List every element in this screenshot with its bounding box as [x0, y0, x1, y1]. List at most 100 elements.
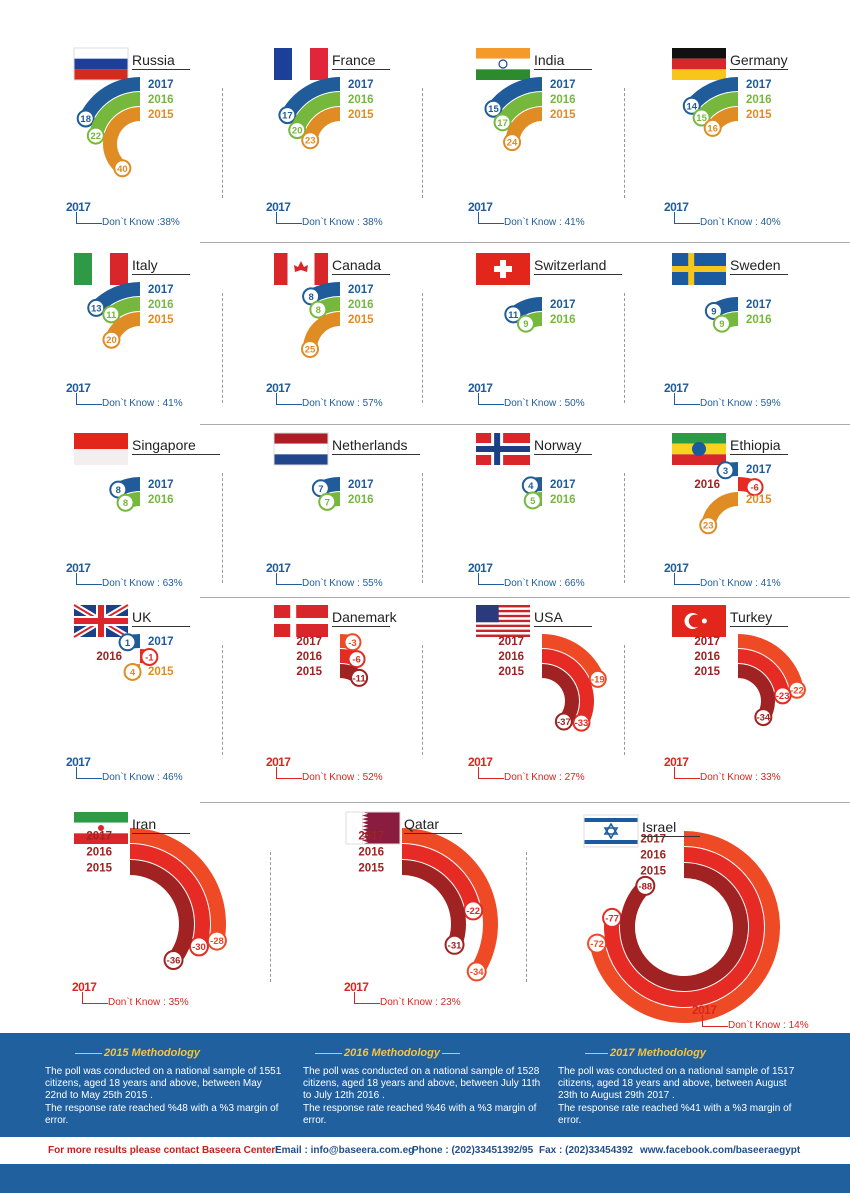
year-label-2017: 2017 — [550, 299, 576, 311]
row-separator — [200, 424, 850, 425]
flag-india — [476, 48, 530, 80]
dont-know-label: Don`t Know : 27% — [504, 772, 585, 783]
row-separator — [200, 597, 850, 598]
value-label: 4 — [528, 481, 534, 492]
country-name-underline — [132, 274, 190, 275]
country-name-underline — [132, 833, 190, 834]
column-separator — [624, 293, 625, 403]
contact-website[interactable]: www.facebook.com/baseeraegypt — [640, 1145, 801, 1156]
value-badge — [635, 875, 656, 896]
value-label: 20 — [292, 126, 303, 137]
methodology-2015-rate: The response rate reached %48 with a %3 … — [45, 1103, 279, 1126]
dont-know-year: 2017 — [664, 561, 689, 575]
dont-know-year: 2017 — [266, 200, 291, 214]
value-label: -31 — [448, 940, 462, 951]
flag-israel — [583, 814, 639, 848]
contact-bar: For more results please contact Baseera … — [0, 1137, 850, 1164]
year-label-2015: 2015 — [296, 666, 322, 678]
year-label-2016: 2016 — [96, 651, 122, 663]
year-label-2016: 2016 — [348, 94, 374, 106]
value-badge — [466, 961, 487, 982]
country-name-uk: UK — [132, 609, 152, 625]
dont-know-connector — [674, 212, 700, 224]
value-badge — [699, 516, 718, 535]
dont-know-connector — [702, 1015, 728, 1027]
country-name-russia: Russia — [132, 52, 175, 68]
bar-russia-2017 — [79, 77, 140, 122]
dont-know-connector — [478, 212, 504, 224]
year-label-2017: 2017 — [86, 831, 112, 843]
dont-know-connector — [76, 212, 102, 224]
dont-know-year: 2017 — [664, 200, 689, 214]
country-name-germany: Germany — [730, 52, 788, 68]
value-badge — [523, 491, 542, 510]
value-label: -23 — [776, 691, 790, 702]
dont-know-connector — [76, 393, 102, 405]
dont-know-connector — [276, 573, 302, 585]
value-label: -34 — [470, 967, 484, 978]
year-label-2017: 2017 — [148, 636, 174, 648]
column-separator — [422, 473, 423, 583]
value-badge — [86, 126, 105, 145]
country-name-ethiopia: Ethiopia — [730, 437, 781, 453]
country-name-underline — [730, 454, 788, 455]
value-label: 17 — [497, 118, 508, 129]
bar-turkey-2017 — [738, 634, 804, 692]
dont-know-connector — [478, 393, 504, 405]
dont-know-year: 2017 — [468, 755, 493, 769]
value-badge — [123, 662, 142, 681]
value-badge — [504, 305, 523, 324]
value-badge — [682, 96, 701, 115]
value-label: 8 — [308, 292, 313, 303]
value-badge — [716, 461, 735, 480]
flag-canada — [274, 253, 328, 285]
value-label: 4 — [130, 667, 136, 678]
year-label-2017: 2017 — [550, 479, 576, 491]
value-badge — [118, 633, 137, 652]
methodology-2017-title: 2017 Methodology — [608, 1047, 708, 1059]
year-label-2015: 2015 — [746, 109, 772, 121]
dont-know-label: Don`t Know : 14% — [728, 1020, 809, 1031]
dont-know-year: 2017 — [266, 755, 291, 769]
value-label: 16 — [707, 123, 718, 134]
column-separator — [624, 645, 625, 755]
contact-email[interactable]: Email : info@baseera.com.eg — [275, 1145, 415, 1156]
value-badge — [309, 300, 328, 319]
bar-usa-2015 — [542, 664, 580, 727]
country-name-sweden: Sweden — [730, 257, 781, 273]
country-name-iran: Iran — [132, 816, 157, 832]
flag-ethiopia — [672, 433, 726, 465]
dont-know-connector — [478, 573, 504, 585]
flag-uk — [72, 602, 130, 640]
country-name-underline — [534, 454, 592, 455]
year-label-2015: 2015 — [550, 109, 576, 121]
value-badge — [113, 159, 132, 178]
value-badge — [493, 113, 512, 132]
year-label-2016: 2016 — [694, 651, 720, 663]
value-badge — [704, 302, 723, 321]
dont-know-label: Don`t Know : 23% — [380, 997, 461, 1008]
value-label: -88 — [638, 881, 652, 892]
dont-know-label: Don`t Know : 59% — [700, 398, 781, 409]
value-badge — [102, 330, 121, 349]
column-separator — [222, 473, 223, 583]
column-separator — [270, 852, 271, 982]
country-name-underline — [132, 626, 190, 627]
bar-qatar-2015 — [402, 860, 467, 948]
year-label-2017: 2017 — [358, 831, 384, 843]
value-badge — [102, 305, 121, 324]
year-label-2015: 2015 — [358, 863, 384, 875]
country-name-usa: USA — [534, 609, 563, 625]
dont-know-label: Don`t Know : 52% — [302, 772, 383, 783]
value-label: 14 — [686, 101, 697, 112]
year-label-2017: 2017 — [746, 464, 772, 476]
value-label: -30 — [192, 942, 206, 953]
value-badge — [773, 686, 792, 705]
year-label-2017: 2017 — [694, 636, 720, 648]
dont-know-label: Don`t Know : 33% — [700, 772, 781, 783]
country-name-underline — [534, 69, 592, 70]
year-label-2017: 2017 — [348, 479, 374, 491]
dont-know-year: 2017 — [66, 381, 91, 395]
flag-sweden — [672, 253, 726, 285]
column-separator — [222, 293, 223, 403]
